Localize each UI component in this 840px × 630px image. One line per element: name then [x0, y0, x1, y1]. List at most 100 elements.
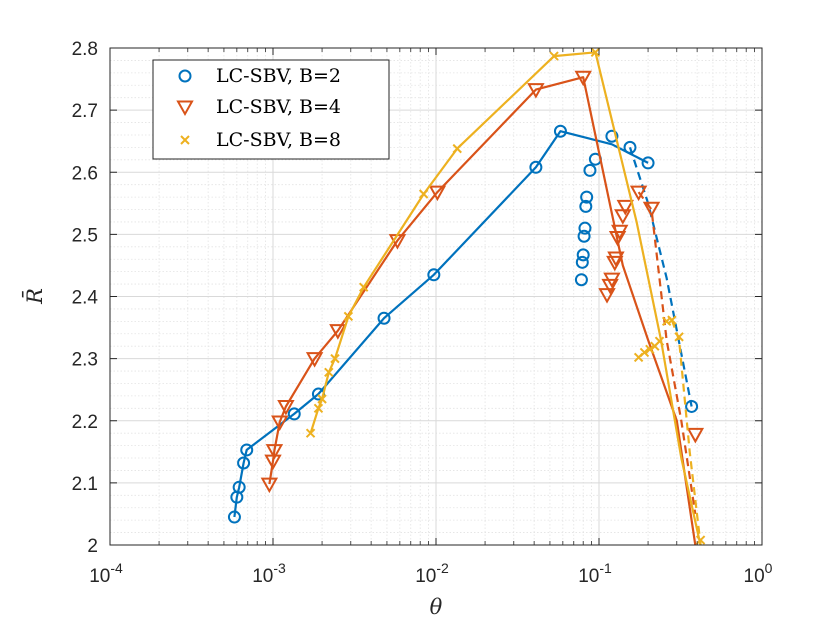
x-tick-label: 10-3	[252, 560, 286, 587]
data-point	[598, 288, 616, 304]
data-point	[529, 160, 543, 174]
data-point	[685, 399, 699, 413]
data-point	[608, 230, 627, 247]
data-point	[287, 407, 301, 421]
x-tick-exponent: 0	[765, 560, 773, 576]
data-point	[358, 282, 369, 292]
series-1	[233, 130, 693, 518]
data-point	[343, 311, 354, 322]
x-tick-exponent: -2	[436, 560, 449, 576]
data-point	[642, 201, 661, 218]
y-tick-label: 2.7	[72, 101, 98, 122]
x-tick-label: 100	[744, 560, 773, 587]
data-point	[575, 255, 589, 269]
data-point	[629, 185, 648, 202]
data-point	[695, 535, 706, 545]
data-point	[324, 367, 334, 378]
legend-label-b8: LC-SBV, B=8	[216, 129, 341, 151]
data-point	[611, 224, 629, 241]
data-point	[527, 83, 545, 99]
data-point	[574, 273, 588, 287]
data-point	[607, 251, 625, 268]
data-point	[305, 352, 324, 368]
series-markers-1	[227, 124, 699, 524]
x-tick-base: 10	[252, 566, 273, 587]
x-tick-base: 10	[578, 566, 599, 587]
legend-label-b2: LC-SBV, B=2	[216, 65, 341, 87]
x-axis-label: θ	[430, 595, 443, 619]
data-point	[605, 129, 619, 143]
data-point	[329, 324, 347, 340]
data-point	[574, 70, 592, 87]
legend-marker-1	[178, 69, 192, 83]
y-tick-label: 2.8	[72, 39, 98, 60]
series-markers-2	[260, 70, 705, 494]
data-point	[645, 344, 655, 355]
data-point	[623, 140, 637, 154]
x-tick-base: 10	[744, 566, 765, 587]
x-tick-exponent: -1	[599, 560, 612, 576]
data-point	[616, 199, 635, 216]
data-point	[639, 347, 650, 358]
x-tick-label: 10-2	[415, 560, 449, 587]
data-point	[667, 315, 677, 325]
y-axis-label: R̄	[22, 288, 47, 305]
series-line-dashed	[628, 147, 693, 407]
data-point	[305, 428, 316, 438]
x-tick-base: 10	[415, 566, 436, 587]
data-point	[428, 185, 447, 202]
legend-markers	[176, 69, 194, 145]
data-point	[603, 272, 621, 289]
data-point	[313, 403, 324, 414]
data-point	[265, 444, 284, 460]
data-point	[260, 477, 279, 494]
x-tick-exponent: -4	[110, 560, 123, 576]
series-markers-3	[305, 47, 706, 545]
data-point	[330, 353, 340, 364]
data-point	[277, 399, 295, 416]
data-point	[601, 278, 619, 295]
series-layer	[227, 47, 706, 545]
data-point	[549, 51, 559, 61]
y-tick-label: 2	[87, 536, 98, 557]
data-point	[686, 427, 705, 444]
series-line-solid	[233, 130, 649, 518]
y-tick-label: 2.2	[72, 412, 98, 433]
y-tick-label: 2.1	[72, 474, 98, 495]
data-point	[654, 336, 665, 346]
y-tick-label: 2.3	[72, 350, 98, 371]
x-tick-exponent: -3	[273, 560, 286, 576]
data-point	[232, 480, 246, 494]
y-tick-label: 2.6	[72, 163, 98, 184]
x-tick-label: 10-1	[578, 560, 612, 587]
y-tick-label: 2.4	[72, 288, 99, 309]
data-point	[452, 143, 462, 154]
x-tick-base: 10	[89, 566, 110, 587]
data-point	[377, 311, 391, 325]
data-point	[553, 124, 567, 138]
legend: LC-SBV, B=2 LC-SBV, B=4 LC-SBV, B=8	[152, 59, 390, 160]
data-point	[674, 332, 684, 342]
series-line-solid	[268, 76, 697, 545]
data-point	[606, 255, 624, 272]
legend-marker-2	[176, 100, 194, 117]
data-point	[579, 199, 593, 213]
data-point	[427, 268, 441, 282]
data-point	[237, 456, 251, 470]
data-point	[418, 189, 429, 199]
data-point	[583, 163, 597, 177]
data-point	[590, 47, 601, 58]
legend-label-b4: LC-SBV, B=4	[216, 96, 341, 118]
data-point	[271, 415, 289, 432]
legend-marker-3	[180, 135, 190, 145]
data-point	[577, 229, 591, 243]
y-tick-labels: 2 2.1 2.2 2.3 2.4 2.5 2.6 2.7 2.8	[72, 39, 99, 557]
data-point	[580, 190, 594, 204]
x-tick-label: 10-4	[89, 560, 123, 587]
y-tick-label: 2.5	[72, 225, 98, 246]
data-point	[576, 248, 590, 262]
data-point	[641, 156, 655, 170]
x-tick-labels: 10-4 10-3 10-2 10-1 100	[89, 560, 772, 587]
tick-marks	[109, 47, 763, 546]
